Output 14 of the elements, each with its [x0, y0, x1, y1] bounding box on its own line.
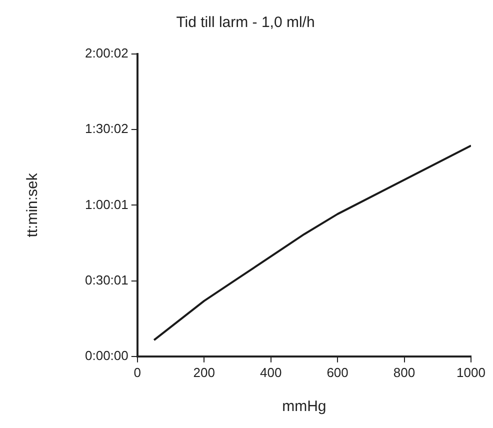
x-axis-title: mmHg [282, 398, 326, 416]
chart-title: Tid till larm - 1,0 ml/h [176, 14, 315, 32]
y-tick-label: 2:00:02 [85, 46, 128, 61]
x-tick-label: 600 [326, 364, 348, 380]
x-tick-label: 0 [134, 364, 141, 380]
y-tick-label: 0:30:01 [85, 272, 128, 288]
y-tick-label: 1:30:02 [85, 121, 128, 136]
y-tick-label: 0:00:00 [85, 348, 128, 363]
y-tick-label: 1:00:01 [85, 196, 128, 212]
x-tick-label: 1000 [456, 364, 486, 380]
x-tick-label: 800 [393, 364, 416, 380]
x-tick-label: 200 [193, 364, 215, 380]
y-axis-title: tt:min:sek [24, 172, 42, 238]
x-tick-label: 400 [260, 364, 282, 380]
